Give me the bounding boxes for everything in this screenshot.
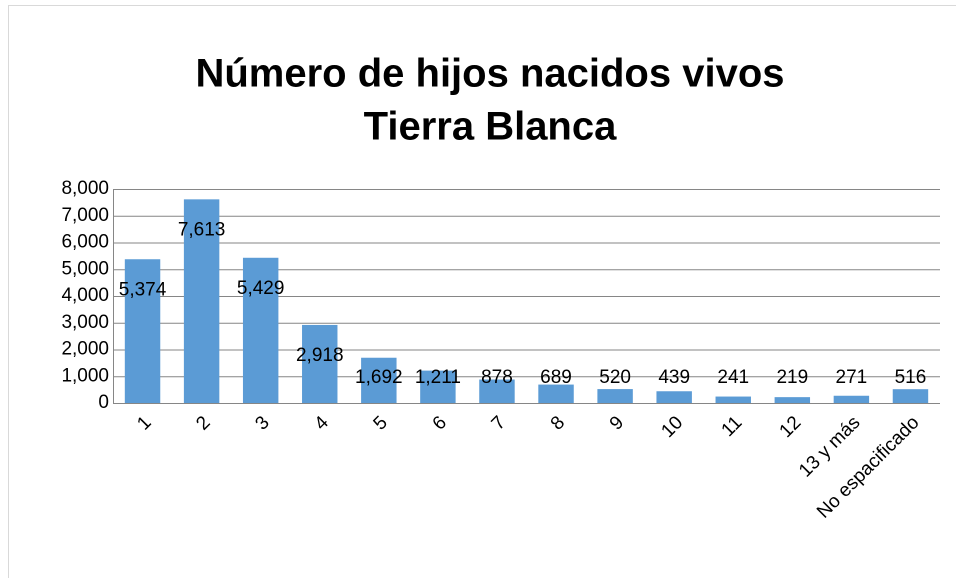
data-label: 7,613 [178,219,226,240]
data-label: 689 [540,367,572,388]
y-tick-label: 5,000 [61,258,109,279]
data-label: 1,692 [355,367,403,388]
x-tick-label: 8 [547,412,569,434]
data-label: 520 [599,367,631,388]
x-tick-label: 11 [718,412,747,441]
data-label: 219 [776,367,808,388]
y-tick-label: 2,000 [61,339,109,360]
bar [183,199,220,403]
data-label: 2,918 [296,345,344,366]
x-tick-label: 5 [370,412,392,434]
bar [242,257,279,403]
bar [538,384,574,403]
bar [302,324,338,403]
data-label: 1,211 [415,367,461,388]
chart-title: Tierra Blanca [364,105,617,149]
data-label: 241 [717,367,749,388]
x-tick-label: 2 [192,412,214,434]
x-tick-label: 3 [251,412,273,434]
y-tick-label: 0 [98,392,109,413]
x-tick-label: 7 [488,412,510,434]
y-tick-label: 4,000 [61,285,109,306]
bar [420,370,456,403]
data-label: 439 [658,367,690,388]
x-tick-label: No espacificado [813,412,923,522]
y-tick-label: 1,000 [61,365,109,386]
y-tick-label: 8,000 [61,178,109,199]
x-tick-label: 9 [606,412,628,434]
bar [597,389,633,403]
x-tick-label: 1 [133,412,155,434]
bar [361,357,397,403]
chart-border [8,5,956,578]
bar [715,396,751,403]
y-tick-label: 3,000 [61,312,109,333]
x-tick-label: 12 [776,412,806,442]
bar [833,395,870,403]
x-tick-label: 10 [657,412,687,442]
data-label: 5,374 [119,279,167,300]
bar [479,379,515,403]
chart-title: Número de hijos nacidos vivos [195,52,784,96]
y-tick-label: 6,000 [61,232,109,253]
x-tick-label: 4 [311,412,334,435]
data-label: 516 [895,367,927,388]
bar [774,397,811,403]
bar [124,259,161,403]
bar [892,389,929,403]
bar [656,391,692,403]
x-tick-label: 6 [429,412,451,434]
y-tick-label: 7,000 [61,205,109,226]
data-label: 878 [481,367,513,388]
data-label: 271 [836,367,868,388]
data-label: 5,429 [237,278,285,299]
